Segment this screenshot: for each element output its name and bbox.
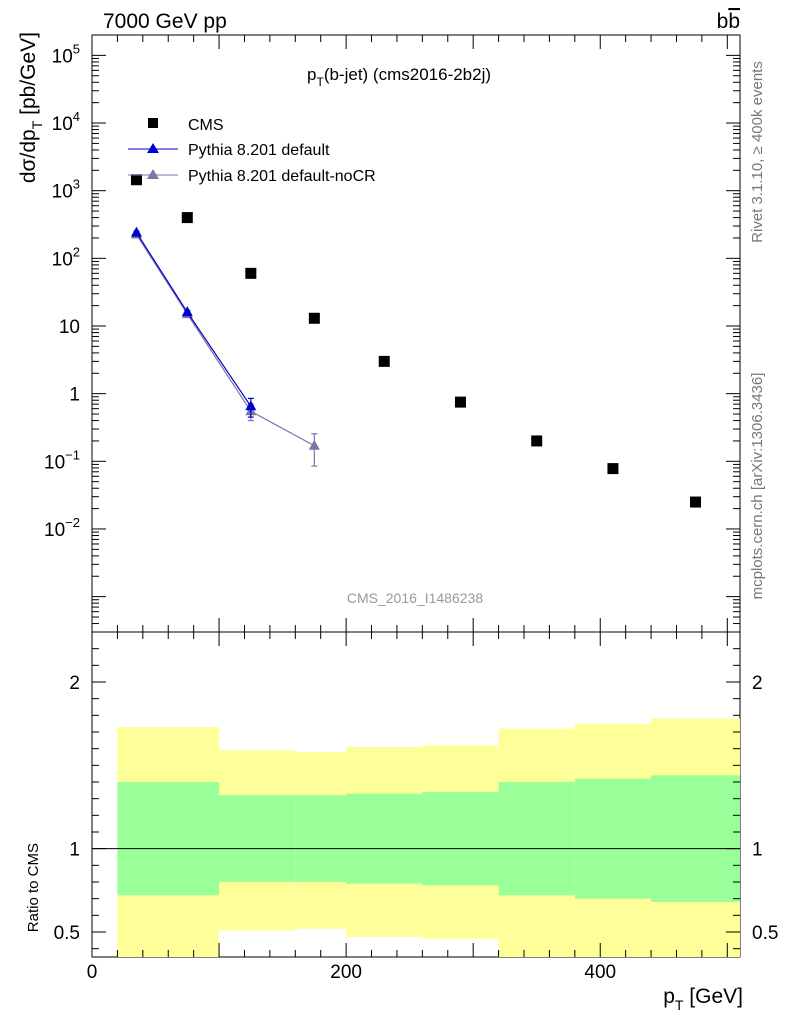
main-y-tick-label-6: 104 bbox=[52, 109, 80, 135]
ratio-y-tick-label-right-1: 1 bbox=[752, 840, 763, 861]
main-y-tick-label-0: 10−2 bbox=[44, 515, 80, 541]
ratio-y-tick-label-left-1: 1 bbox=[69, 840, 80, 861]
ratio-band-green-3 bbox=[346, 793, 423, 884]
plot-title-main: p bbox=[307, 65, 316, 84]
series-line-default bbox=[135, 232, 252, 407]
ratio-axis-label: Ratio to CMS bbox=[25, 843, 42, 932]
ratio-band-green-6 bbox=[574, 778, 652, 899]
x-axis-tick-labels: 0 200 400 bbox=[87, 962, 616, 983]
ratio-y-tick-label-right-2: 2 bbox=[752, 673, 763, 694]
plot-title-rest: (b-jet) (cms2016-2b2j) bbox=[324, 65, 491, 84]
y-axis-label: dσ/dpT [pb/GeV] bbox=[17, 32, 45, 183]
legend-nocr-label: Pythia 8.201 default-noCR bbox=[188, 168, 376, 185]
x-tick-label-0: 0 bbox=[87, 962, 98, 983]
main-y-tick-base: 10 bbox=[52, 249, 73, 270]
cms-data-point bbox=[245, 267, 257, 279]
main-y-tick-label-5: 103 bbox=[52, 177, 80, 203]
main-y-tick-exp: 4 bbox=[73, 109, 80, 124]
main-y-tick-exp: 3 bbox=[73, 177, 80, 192]
main-y-tick-exp: 5 bbox=[73, 41, 80, 56]
main-y-tick-base: 10 bbox=[59, 317, 80, 338]
ratio-y-tick-label-right-0: 0.5 bbox=[752, 923, 778, 944]
header-energy-label: 7000 GeV pp bbox=[103, 10, 227, 33]
main-y-tick-base: 10 bbox=[44, 452, 65, 473]
main-y-tick-base: 10 bbox=[52, 182, 73, 203]
x-axis-label-main: p bbox=[663, 985, 675, 1008]
main-y-tick-base: 10 bbox=[44, 520, 65, 541]
x-axis-label-unit: [GeV] bbox=[683, 985, 743, 1008]
main-y-tick-exp: −2 bbox=[65, 515, 80, 530]
mc-point bbox=[245, 400, 257, 411]
header-process-label: bb bbox=[717, 10, 740, 33]
main-y-tick-label-4: 102 bbox=[52, 244, 80, 270]
ratio-band-green-7 bbox=[651, 775, 740, 902]
x-axis-ticks bbox=[91, 35, 728, 957]
plot-title-sub: T bbox=[316, 75, 324, 89]
main-y-tick-label-7: 105 bbox=[52, 41, 80, 67]
main-axis-ticks bbox=[92, 34, 740, 633]
x-tick-label-1: 200 bbox=[330, 962, 362, 983]
legend: CMS Pythia 8.201 default Pythia 8.201 de… bbox=[128, 117, 376, 185]
plot-title: pT(b-jet) (cms2016-2b2j) bbox=[307, 65, 491, 89]
ratio-y-tick-label-left-2: 2 bbox=[69, 673, 80, 694]
ratio-band-green-5 bbox=[498, 782, 575, 896]
cms-data-point bbox=[454, 396, 466, 408]
mc-point bbox=[181, 306, 193, 317]
main-y-tick-base: 1 bbox=[69, 385, 80, 406]
header-process-bbar: b bbox=[728, 10, 740, 33]
main-y-tick-label-2: 1 bbox=[69, 385, 80, 406]
ratio-band-green-2 bbox=[295, 795, 347, 882]
ratio-axis-tick-labels: 0.5 0.5 1 1 2 2 bbox=[54, 673, 779, 944]
legend-default-label: Pythia 8.201 default bbox=[188, 142, 330, 159]
y-axis-label-sub: T bbox=[29, 120, 45, 129]
ratio-axis-ticks bbox=[92, 631, 740, 950]
ratio-band-green-4 bbox=[422, 792, 499, 886]
main-y-tick-label-3: 10 bbox=[59, 317, 80, 338]
main-y-tick-exp: 2 bbox=[73, 244, 80, 259]
main-y-tick-exp: −1 bbox=[65, 447, 80, 462]
cms-data-point bbox=[308, 312, 320, 324]
cms-data-point bbox=[531, 435, 543, 447]
series-layer bbox=[130, 174, 702, 508]
ratio-band-green-0 bbox=[117, 782, 220, 896]
x-tick-label-2: 400 bbox=[584, 962, 616, 983]
cms-data-point bbox=[607, 463, 619, 475]
analysis-watermark: CMS_2016_I1486238 bbox=[347, 590, 483, 606]
y-axis-label-main: dσ/dp bbox=[17, 129, 40, 183]
legend-cms-label: CMS bbox=[188, 117, 224, 134]
main-y-tick-base: 10 bbox=[52, 114, 73, 135]
x-axis-label: pT [GeV] bbox=[663, 985, 743, 1013]
x-axis-label-sub: T bbox=[675, 997, 684, 1013]
cms-data-point bbox=[181, 212, 193, 224]
series-line-nocr bbox=[135, 234, 315, 447]
ratio-y-tick-label-left-0: 0.5 bbox=[54, 923, 80, 944]
y-axis-label-unit: [pb/GeV] bbox=[17, 32, 40, 121]
cms-data-point bbox=[130, 174, 142, 186]
cms-data-point bbox=[378, 355, 390, 367]
mcplots-side-label: mcplots.cern.ch [arXiv:1306.3436] bbox=[749, 373, 766, 600]
ratio-band-green-1 bbox=[219, 795, 296, 882]
mc-point bbox=[308, 439, 320, 450]
main-y-tick-base: 10 bbox=[52, 46, 73, 67]
legend-default-marker bbox=[147, 143, 159, 153]
ratio-bands bbox=[117, 718, 740, 957]
main-y-tick-label-1: 10−1 bbox=[44, 447, 80, 473]
rivet-side-label: Rivet 3.1.10, ≥ 400k events bbox=[749, 61, 766, 243]
header-process-b: b bbox=[717, 10, 729, 33]
cms-data-point bbox=[690, 496, 702, 508]
legend-cms-marker bbox=[148, 118, 158, 128]
mc-point bbox=[130, 226, 142, 237]
legend-nocr-marker bbox=[147, 169, 159, 179]
